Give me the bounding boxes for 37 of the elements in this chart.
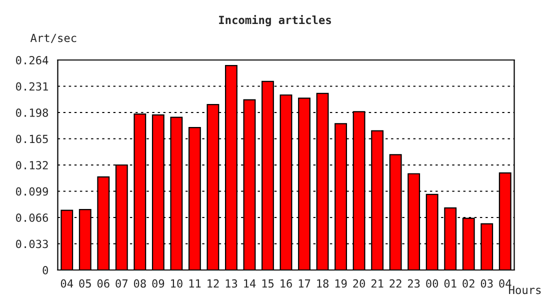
- x-tick-label: 01: [444, 279, 456, 288]
- x-tick-label: 10: [171, 279, 182, 288]
- x-tick-label: 18: [317, 279, 328, 288]
- x-tick-label: 04: [499, 279, 512, 288]
- x-tick-label: 00: [426, 279, 438, 288]
- y-tick-label: 0.165: [16, 134, 48, 144]
- x-tick-label: 23: [408, 279, 420, 288]
- x-tick-label: 21: [371, 279, 384, 288]
- x-tick-label: 05: [79, 279, 91, 288]
- x-tick-label: 04: [60, 279, 74, 288]
- x-tick-label: 14: [244, 279, 256, 288]
- y-axis-title: Art/sec: [30, 34, 76, 44]
- y-tick-label: 0.264: [16, 56, 48, 64]
- x-tick-label: 07: [116, 279, 128, 288]
- x-axis-title: Hours: [509, 286, 541, 294]
- x-tick-label: 11: [189, 279, 201, 288]
- x-tick-label: 17: [298, 279, 310, 288]
- y-tick-label: 0.099: [16, 187, 48, 196]
- y-tick-label: 0.033: [16, 240, 48, 248]
- x-tick-label: 02: [462, 279, 474, 288]
- y-tick-label: 0: [42, 266, 48, 274]
- y-tick-label: 0.231: [16, 82, 48, 91]
- x-tick-label: 16: [280, 279, 292, 288]
- y-tick-label: 0.066: [16, 214, 48, 222]
- x-tick-label: 03: [480, 279, 493, 288]
- x-tick-label: 06: [97, 279, 110, 288]
- chart-title: Incoming articles: [219, 14, 331, 26]
- x-tick-label: 19: [335, 279, 347, 288]
- y-tick-label: 0.132: [16, 161, 48, 170]
- x-tick-label: 12: [208, 279, 219, 288]
- x-tick-label: 13: [226, 279, 238, 288]
- x-tick-label: 20: [353, 279, 366, 288]
- x-tick-label: 15: [262, 279, 274, 288]
- y-tick-label: 0.198: [16, 108, 48, 117]
- x-tick-label: 09: [152, 279, 164, 288]
- x-tick-label: 22: [390, 279, 402, 288]
- x-tick-label: 08: [134, 279, 146, 288]
